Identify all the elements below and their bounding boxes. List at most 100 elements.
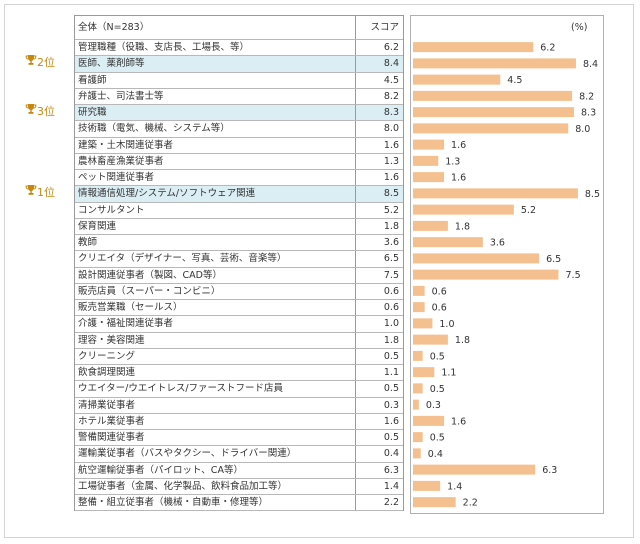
chart-area: 6.2 8.4 4.5 8.2 8.3 8.0 1.6 1.3 1.6 8.5 5.2 1.8 3.6 6… <box>410 15 604 514</box>
category-label: 弁護士、司法書士等 <box>78 90 164 102</box>
category-label: 情報通信処理/システム/ソフトウェア関連 <box>78 188 256 200</box>
bar <box>413 90 573 101</box>
category-label: コンサルタント <box>78 204 145 216</box>
rank-marker: 2位 <box>24 54 55 70</box>
table-row: 工場従事者（金属、化学製品、飲料食品加工等） 1.4 <box>75 478 404 495</box>
score-value: 0.5 <box>355 348 404 364</box>
data-label: 0.5 <box>430 433 445 444</box>
table-row: ウエイター/ウエイトレス/ファーストフード店員 0.5 <box>75 381 403 398</box>
bar <box>413 253 540 264</box>
data-label: 0.6 <box>432 303 447 314</box>
score-value: 0.5 <box>355 430 404 446</box>
bar <box>413 139 445 150</box>
score-value: 6.2 <box>355 40 404 56</box>
trophy-icon <box>24 184 37 199</box>
score-value: 8.0 <box>355 121 404 137</box>
category-label: 看護師 <box>78 74 107 86</box>
table-row: 航空運輸従事者（パイロット、CA等） 6.3 <box>75 462 403 479</box>
bar <box>413 42 534 53</box>
category-label: 販売店員（スーパー・コンビニ） <box>78 285 221 297</box>
data-label: 0.6 <box>432 286 447 297</box>
table-row: ペット関連従事者 1.6 <box>75 170 403 187</box>
score-value: 1.8 <box>355 218 404 234</box>
table-row: 販売店員（スーパー・コンビニ） 0.6 <box>75 283 403 300</box>
score-value: 3.6 <box>355 235 404 251</box>
data-label: 1.0 <box>439 319 454 330</box>
bar <box>413 448 421 459</box>
bar <box>413 383 423 394</box>
table-row: 農林畜産漁業従事者 1.3 <box>75 153 404 170</box>
category-label: 教師 <box>78 237 98 248</box>
category-label: ペット関連従事者 <box>78 172 155 183</box>
data-label: 7.5 <box>566 270 581 281</box>
data-label: 8.2 <box>579 91 594 102</box>
category-label: 研究職 <box>78 107 107 118</box>
category-label: 販売営業職（セールス） <box>78 302 183 313</box>
table-row: 保育関連 1.8 <box>75 218 404 235</box>
bar <box>413 204 514 215</box>
table-row: ホテル業従事者 1.6 <box>75 413 403 430</box>
category-label: 警備関連従事者 <box>78 432 145 443</box>
data-label: 1.6 <box>451 140 466 151</box>
data-label: 0.3 <box>426 400 441 411</box>
table-row: 医師、薬剤師等 8.4 <box>75 56 404 73</box>
category-label: 保育関連 <box>78 220 117 232</box>
bar <box>413 58 576 69</box>
table-header-row: 全体（N=283） スコア <box>75 16 403 40</box>
table-row: 設計関連従事者（製図、CAD等） 7.5 <box>75 267 403 284</box>
score-value: 1.1 <box>355 365 404 381</box>
data-label: 1.6 <box>451 416 466 427</box>
table-row: 飲食調理関連 1.1 <box>75 365 404 382</box>
table-row: 介護・福祉関連従事者 1.0 <box>75 316 403 333</box>
bar <box>413 155 439 166</box>
data-label: 6.3 <box>542 465 557 476</box>
table-row: クリーニング 0.5 <box>75 348 404 365</box>
bar-chart: 6.2 8.4 4.5 8.2 8.3 8.0 1.6 1.3 1.6 8.5 5.2 1.8 3.6 6… <box>413 42 600 509</box>
category-label: 工場従事者（金属、化学製品、飲料食品加工等） <box>78 480 288 492</box>
trophy-icon <box>24 103 37 118</box>
category-label: 介護・福祉関連従事者 <box>78 318 174 330</box>
rank-label: 3位 <box>37 105 55 118</box>
data-label: 0.4 <box>428 449 443 460</box>
bar <box>413 497 456 508</box>
figure-frame <box>4 4 634 538</box>
score-value: 1.3 <box>355 153 404 169</box>
data-label: 6.2 <box>540 43 555 54</box>
table-row: 情報通信処理/システム/ソフトウェア関連 8.5 <box>75 186 404 203</box>
category-label: 建築・土木関連従事者 <box>78 139 174 151</box>
data-label: 3.6 <box>490 238 505 249</box>
bar <box>413 480 441 491</box>
header-category: 全体（N=283） <box>78 22 150 33</box>
data-label: 6.5 <box>546 254 561 265</box>
table-row: 弁護士、司法書士等 8.2 <box>75 88 403 105</box>
data-label: 1.3 <box>445 156 460 167</box>
bar <box>413 318 433 329</box>
data-label: 0.5 <box>430 351 445 362</box>
bar <box>413 107 575 118</box>
table-row: 理容・美容関連 1.8 <box>75 332 403 349</box>
score-value: 8.4 <box>355 56 404 72</box>
data-label: 4.5 <box>507 75 522 86</box>
score-value: 0.3 <box>355 397 404 413</box>
table-row: 教師 3.6 <box>75 235 404 252</box>
unit-label: (%) <box>571 22 588 33</box>
category-label: ホテル業従事者 <box>78 415 145 427</box>
category-label: クリエイタ（デザイナー、写真、芸術、音楽等） <box>78 253 287 265</box>
score-value: 8.3 <box>355 105 404 121</box>
score-value: 0.6 <box>355 300 404 316</box>
header-score: スコア <box>355 16 404 39</box>
category-label: 航空運輸従事者（パイロット、CA等） <box>78 464 243 476</box>
table-row: 研究職 8.3 <box>75 105 404 122</box>
score-table: 全体（N=283） スコア 管理職種（役職、支店長、工場長、等） 6.2 医師、薬剤… <box>74 15 404 512</box>
data-label: 0.5 <box>430 384 445 395</box>
score-value: 2.2 <box>355 495 404 511</box>
bar <box>413 123 569 134</box>
table-row: 技術職（電気、機械、システム等） 8.0 <box>75 121 404 138</box>
score-value: 8.5 <box>355 186 404 202</box>
score-value: 6.5 <box>355 251 404 267</box>
score-value: 1.4 <box>355 478 404 494</box>
data-label: 5.2 <box>521 205 536 216</box>
data-label: 1.6 <box>451 173 466 184</box>
score-value: 4.5 <box>355 72 404 88</box>
category-label: 農林畜産漁業従事者 <box>78 155 164 167</box>
